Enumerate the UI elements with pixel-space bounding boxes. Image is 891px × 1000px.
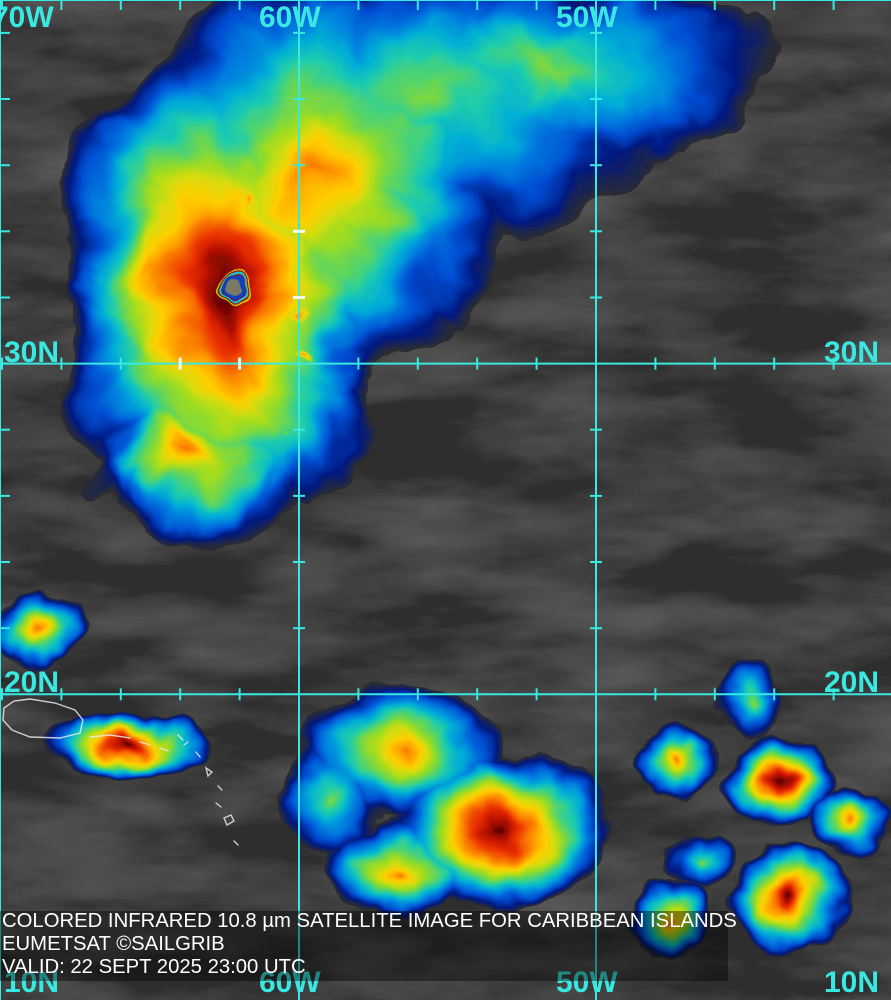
svg-text:20N: 20N xyxy=(4,666,59,699)
svg-text:20N: 20N xyxy=(824,666,879,699)
svg-text:10N: 10N xyxy=(824,966,879,999)
svg-text:70W: 70W xyxy=(0,1,54,34)
svg-text:30N: 30N xyxy=(824,336,879,369)
svg-text:COLORED INFRARED 10.8 µm SATEL: COLORED INFRARED 10.8 µm SATELLITE IMAGE… xyxy=(2,910,737,932)
svg-text:60W: 60W xyxy=(259,1,321,34)
svg-text:VALID: 22 SEPT 2025 23:00 UTC: VALID: 22 SEPT 2025 23:00 UTC xyxy=(2,956,306,978)
svg-text:30N: 30N xyxy=(4,336,59,369)
svg-text:EUMETSAT ©SAILGRIB: EUMETSAT ©SAILGRIB xyxy=(2,933,225,955)
svg-text:50W: 50W xyxy=(556,1,618,34)
